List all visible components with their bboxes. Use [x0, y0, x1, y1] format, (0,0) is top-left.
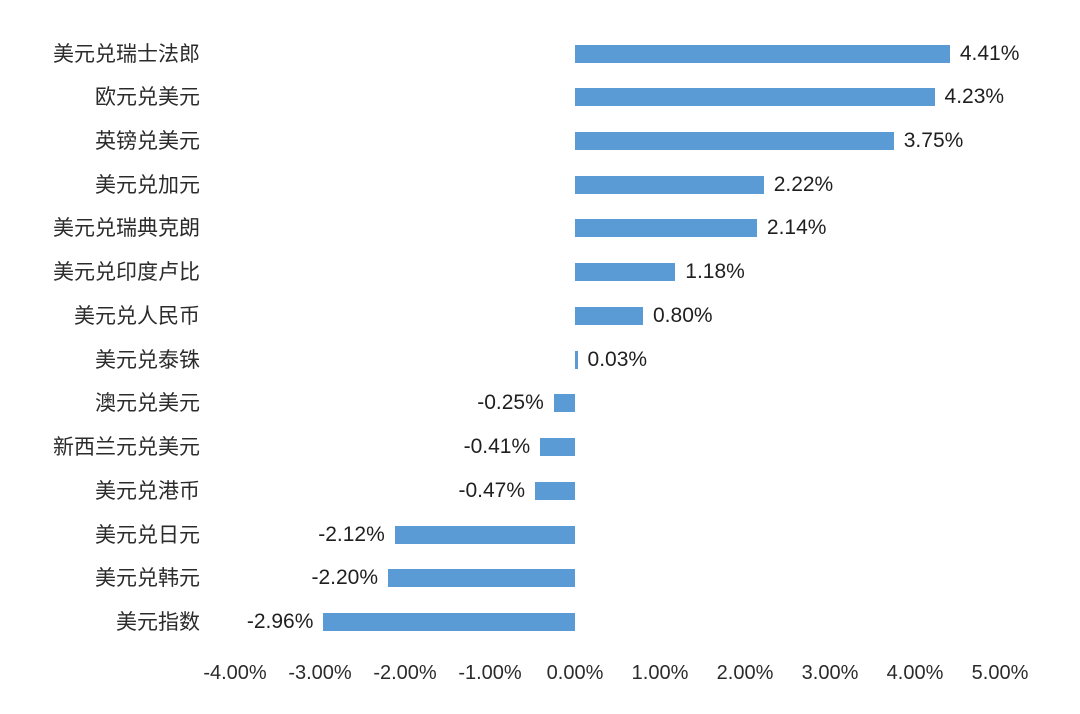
value-label: 2.22%	[773, 172, 834, 196]
x-axis-tick-label: 5.00%	[971, 662, 1029, 684]
x-axis-tick-label: -3.00%	[288, 662, 352, 684]
category-label: 英镑兑美元	[95, 128, 200, 153]
value-label: -0.47%	[458, 478, 526, 502]
bar	[575, 219, 757, 238]
value-label: 4.23%	[944, 85, 1005, 109]
category-label: 澳元兑美元	[95, 391, 200, 416]
value-label: -0.25%	[477, 391, 544, 415]
value-label: 4.41%	[959, 41, 1020, 65]
x-axis-tick-label: 0.00%	[546, 662, 604, 684]
bar	[575, 131, 894, 150]
x-axis-tick-label: 4.00%	[886, 662, 944, 684]
category-label: 美元兑印度卢比	[53, 260, 200, 285]
bar	[535, 481, 575, 500]
category-label: 新西兰元兑美元	[53, 435, 200, 460]
category-label: 美元兑人民币	[74, 303, 200, 328]
bar	[394, 525, 575, 544]
bar	[388, 569, 575, 588]
bar	[323, 612, 575, 631]
bar	[575, 350, 578, 369]
x-axis-tick-label: 3.00%	[801, 662, 859, 684]
category-label: 美元兑泰铢	[95, 347, 200, 372]
bar	[575, 88, 935, 107]
x-axis-tick-label: -1.00%	[458, 662, 522, 684]
bar	[575, 44, 950, 63]
category-label: 美元兑瑞士法郎	[53, 41, 200, 66]
value-label: -2.12%	[318, 522, 385, 546]
category-label: 欧元兑美元	[95, 85, 200, 110]
bar	[575, 175, 764, 194]
category-label: 美元兑瑞典克朗	[53, 216, 200, 241]
value-label: -2.96%	[246, 609, 314, 633]
bar	[540, 438, 575, 457]
value-label: -0.41%	[463, 435, 531, 459]
category-label: 美元兑港币	[95, 478, 200, 503]
value-label: -2.20%	[311, 566, 378, 590]
bar	[553, 394, 575, 413]
x-axis-tick-label: 1.00%	[631, 662, 689, 684]
category-label: 美元兑韩元	[95, 566, 200, 591]
value-label: 3.75%	[903, 128, 964, 152]
value-label: 1.18%	[685, 260, 745, 284]
value-label: 2.14%	[766, 216, 827, 240]
value-label: 0.03%	[587, 347, 648, 371]
x-axis-tick-label: -4.00%	[203, 662, 267, 684]
category-label: 美元兑日元	[95, 522, 200, 547]
bar	[575, 306, 643, 325]
category-label: 美元指数	[116, 609, 200, 634]
x-axis-tick-label: -2.00%	[373, 662, 437, 684]
bar	[575, 263, 676, 282]
category-label: 美元兑加元	[95, 172, 200, 197]
value-label: 0.80%	[653, 303, 713, 327]
x-axis-tick-label: 2.00%	[716, 662, 774, 684]
